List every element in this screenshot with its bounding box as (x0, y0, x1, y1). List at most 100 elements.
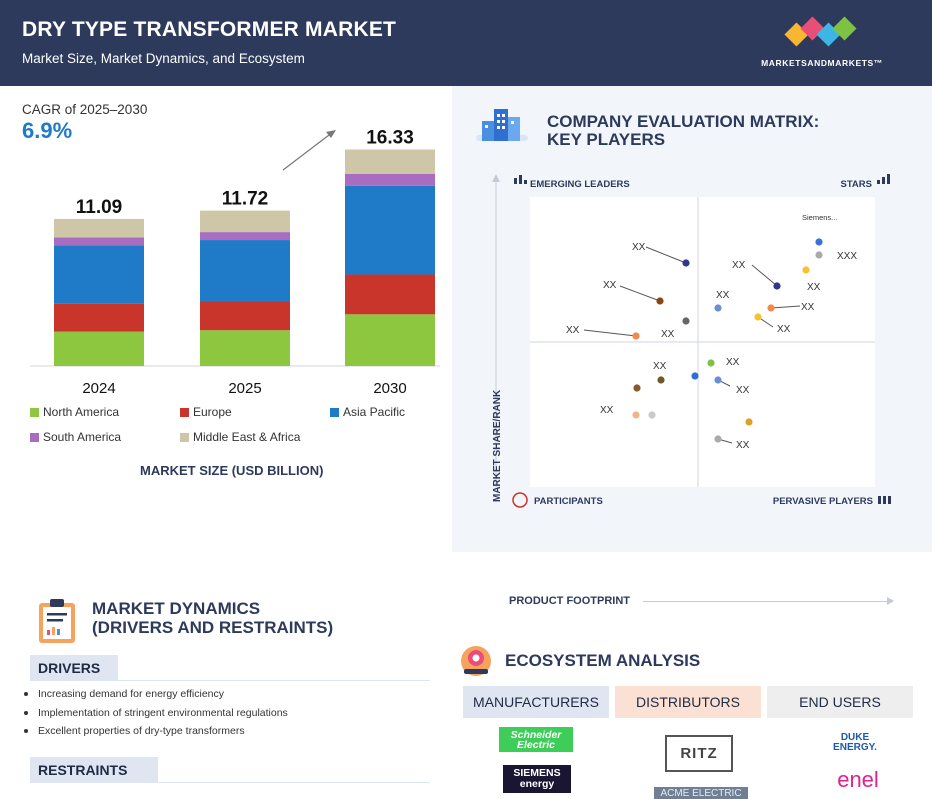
logo-wordmark: MARKETSANDMARKETS™ (761, 58, 883, 68)
matrix-point (682, 259, 690, 267)
matrix-point-label: XX (653, 361, 667, 372)
bar-segment-north-america-2025 (200, 330, 290, 366)
legend-swatch (180, 407, 189, 417)
matrix-point (691, 372, 699, 380)
matrix-point (682, 317, 690, 325)
point-leader-line (770, 305, 801, 309)
legend-item-asia-pacific: Asia Pacific (330, 405, 405, 419)
legend-label: South America (43, 430, 122, 444)
legend-label: Europe (193, 405, 232, 419)
duke-energy-logo: DUKE ENERGY. (833, 732, 877, 753)
matrix-point (648, 411, 656, 419)
drivers-list: Increasing demand for energy efficiency … (24, 685, 434, 741)
matrix-point (657, 376, 665, 384)
matrix-point-label: XX (726, 357, 740, 368)
matrix-x-axis-label: PRODUCT FOOTPRINT (509, 595, 630, 607)
bar-segment-north-america-2030 (345, 314, 435, 366)
driver-item: Excellent properties of dry-type transfo… (24, 722, 434, 741)
driver-item: Increasing demand for energy efficiency (24, 685, 434, 704)
point-leader-line (645, 246, 687, 264)
matrix-point (815, 251, 823, 259)
point-leader-line (583, 329, 637, 337)
legend-item-north-america: North America (30, 405, 119, 419)
matrix-x-axis-arrow (887, 597, 894, 605)
bar-total-label: 16.33 (366, 128, 414, 149)
bar-total-label: 11.72 (222, 189, 269, 210)
growth-arrow-head (326, 130, 336, 138)
restraints-tag: RESTRAINTS (30, 757, 158, 783)
legend-label: Asia Pacific (343, 405, 406, 419)
matrix-point (632, 411, 640, 419)
matrix-point-label: XX (732, 260, 746, 271)
ecosystem-icon (461, 646, 491, 676)
matrix-point (714, 304, 722, 312)
bar-segment-south-america-2025 (200, 232, 290, 241)
matrix-point (773, 282, 781, 290)
bar-segment-middle-east-africa-2025 (200, 210, 290, 233)
matrix-point-label: XX (716, 290, 730, 301)
matrix-point (754, 313, 762, 321)
quadrant-icon-participants (512, 492, 528, 508)
quadrant-icon-emerging (514, 175, 527, 184)
market-size-bar-chart: 11.09 2024 11.72 2025 16.33 2030 (30, 128, 440, 397)
bar-segment-europe-2025 (200, 301, 290, 331)
driver-text: Increasing demand for energy efficiency (38, 688, 224, 701)
legend-swatch (180, 432, 189, 442)
bar-segment-asia-pacific-2025 (200, 240, 290, 302)
bar-segment-middle-east-africa-2024 (54, 218, 144, 238)
market-dynamics-title-line2: (DRIVERS AND RESTRAINTS) (92, 618, 334, 637)
matrix-point (802, 266, 810, 274)
matrix-point (707, 359, 715, 367)
matrix-point-label: XXX (837, 251, 857, 262)
matrix-title-line1: COMPANY EVALUATION MATRIX: (547, 112, 820, 131)
matrix-point (714, 435, 722, 443)
driver-text: Implementation of stringent environmenta… (38, 706, 288, 719)
bar-segment-south-america-2024 (54, 237, 144, 246)
bar-segment-middle-east-africa-2030 (345, 149, 435, 174)
matrix-point (745, 418, 753, 426)
legend-item-europe: Europe (180, 405, 232, 419)
x-tick-label: 2024 (82, 380, 115, 397)
ecosystem-title: ECOSYSTEM ANALYSIS (505, 651, 701, 670)
cagr-label: CAGR of 2025–2030 (22, 102, 148, 117)
drivers-tag: DRIVERS (30, 655, 118, 681)
bullet-icon (24, 710, 28, 715)
matrix-point-label-siemens: Siemens... (802, 213, 837, 222)
matrix-point-label: XX (736, 440, 750, 451)
legend-swatch (30, 432, 39, 442)
legend-label: North America (43, 405, 120, 419)
bar-total-label: 11.09 (76, 197, 123, 218)
bar-segment-north-america-2024 (54, 331, 144, 366)
matrix-point-siemens (815, 238, 823, 246)
header-banner: DRY TYPE TRANSFORMER MARKET Market Size,… (0, 0, 932, 86)
acme-electric-logo: ACME ELECTRIC (654, 787, 748, 799)
x-tick-label: 2030 (373, 380, 406, 397)
matrix-point-label: XX (600, 405, 614, 416)
siemens-energy-logo: SIEMENS energy (503, 765, 571, 793)
matrix-y-axis-arrow (492, 174, 500, 182)
legend-item-middle-east-africa: Middle East & Africa (180, 430, 300, 444)
bullet-icon (24, 692, 28, 697)
legend-item-south-america: South America (30, 430, 121, 444)
market-dynamics-title-line1: MARKET DYNAMICS (92, 599, 261, 618)
schneider-electric-logo: Schneider Electric (499, 727, 573, 752)
quadrant-label-stars: STARS (841, 179, 873, 190)
x-axis-title: MARKET SIZE (USD BILLION) (140, 463, 324, 478)
matrix-point (632, 332, 640, 340)
bullet-icon (24, 729, 28, 734)
ritz-logo: RITZ (665, 735, 733, 772)
matrix-point-label: XX (801, 302, 815, 313)
matrix-point-label: XX (777, 324, 791, 335)
quadrant-icon-stars (877, 174, 890, 184)
page-title: DRY TYPE TRANSFORMER MARKET (22, 18, 397, 41)
markets-and-markets-logo: MARKETSANDMARKETS™ (752, 14, 892, 74)
matrix-point (714, 376, 722, 384)
legend-label: Middle East & Africa (193, 430, 301, 444)
bar-segment-asia-pacific-2024 (54, 245, 144, 304)
market-dynamics-title: MARKET DYNAMICS (DRIVERS AND RESTRAINTS) (92, 599, 333, 637)
matrix-title: COMPANY EVALUATION MATRIX: KEY PLAYERS (547, 113, 867, 149)
matrix-point (656, 297, 664, 305)
drivers-underline (30, 680, 430, 681)
buildings-icon (476, 109, 528, 141)
matrix-y-axis-label: MARKET SHARE/RANK (492, 389, 503, 502)
